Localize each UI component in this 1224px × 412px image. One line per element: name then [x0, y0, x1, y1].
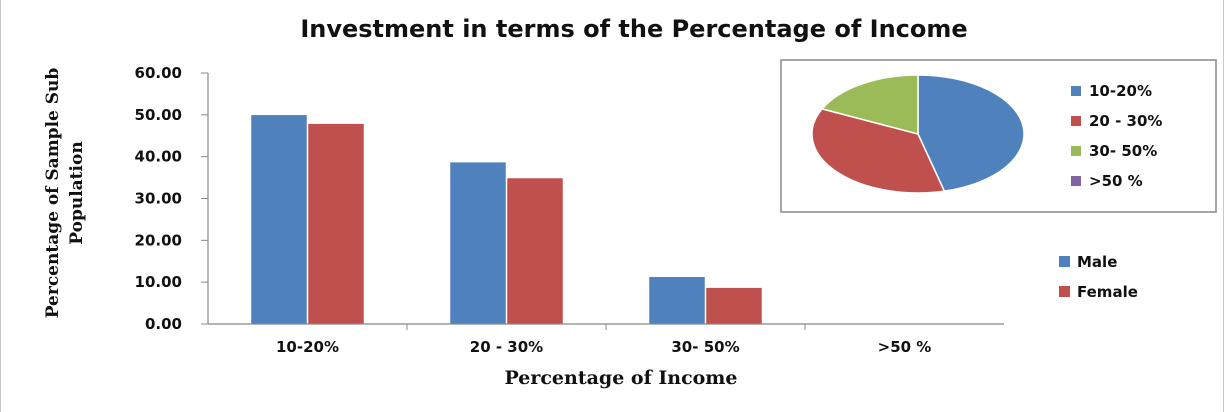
y-tick-label: 0.00 [145, 315, 182, 333]
bar-series [250, 114, 763, 325]
y-axis-ticks: 0.00 10.00 20.00 30.00 40.00 50.00 60.00 [135, 64, 208, 333]
pie-legend-label: 20 - 30% [1089, 112, 1162, 130]
bar-female [307, 123, 365, 325]
pie-legend-label: 30- 50% [1089, 142, 1157, 160]
x-tick-label: 10-20% [276, 338, 339, 356]
y-axis-label-group: Percentage of Sample Sub Population [43, 68, 87, 319]
bar-legend: Male Female [1059, 253, 1138, 301]
pie-slice [917, 74, 1025, 192]
bar-male [449, 161, 507, 325]
pie-legend-swatch [1071, 116, 1081, 126]
bar-male [250, 114, 308, 325]
chart-title: Investment in terms of the Percentage of… [300, 15, 967, 43]
y-axis-label-line-2: Population [67, 141, 87, 244]
pie-chart [811, 74, 1025, 194]
x-tick-label: 30- 50% [671, 338, 739, 356]
bar-female [705, 287, 763, 325]
bar-female [506, 177, 564, 325]
bar-male [648, 276, 706, 325]
y-axis-label-line-1: Percentage of Sample Sub [43, 68, 63, 319]
pie-legend-label: >50 % [1089, 172, 1143, 190]
legend-label-male: Male [1077, 253, 1117, 271]
y-tick-label: 10.00 [135, 273, 182, 291]
x-axis-label: Percentage of Income [504, 367, 737, 389]
pie-slice [811, 108, 946, 194]
legend-label-female: Female [1077, 283, 1138, 301]
x-tick-label: 20 - 30% [470, 338, 543, 356]
pie-legend-label: 10-20% [1089, 82, 1152, 100]
y-tick-label: 20.00 [135, 231, 182, 249]
pie-slice [820, 74, 919, 135]
x-axis-ticks: 10-20% 20 - 30% 30- 50% >50 % [276, 324, 931, 356]
legend-swatch-female [1059, 286, 1070, 297]
x-tick-label: >50 % [878, 338, 932, 356]
y-tick-label: 60.00 [135, 64, 182, 82]
y-tick-label: 40.00 [135, 148, 182, 166]
pie-legend: 10-20% 20 - 30% 30- 50% >50 % [1071, 82, 1162, 190]
pie-legend-swatch [1071, 176, 1081, 186]
legend-swatch-male [1059, 256, 1070, 267]
pie-legend-swatch [1071, 146, 1081, 156]
y-tick-label: 30.00 [135, 190, 182, 208]
pie-legend-swatch [1071, 86, 1081, 96]
y-tick-label: 50.00 [135, 106, 182, 124]
